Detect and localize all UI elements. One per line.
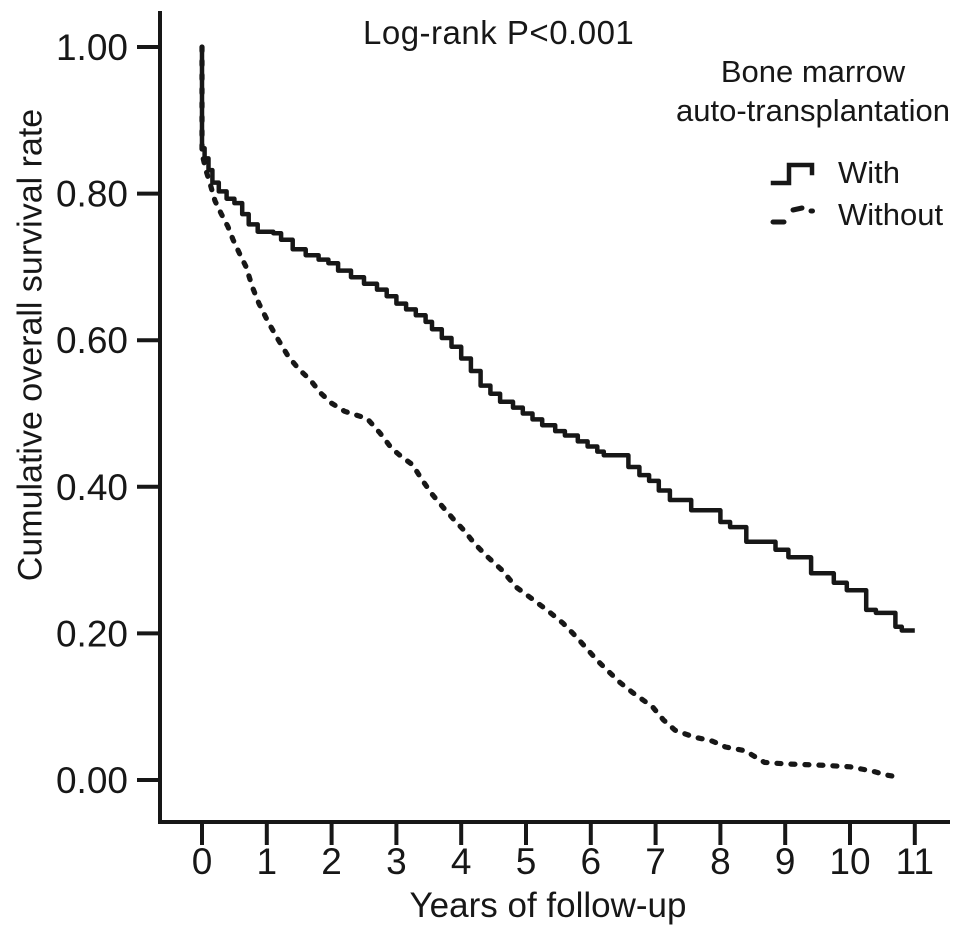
- y-tick-label: 0.60: [56, 320, 128, 361]
- legend-item-with: With: [770, 152, 943, 194]
- series-with-line: [199, 47, 915, 633]
- legend-label-without: Without: [838, 197, 944, 232]
- x-tick-label: 3: [386, 841, 407, 882]
- logrank-annotation: Log-rank P<0.001: [363, 14, 635, 51]
- x-tick-label: 6: [581, 841, 602, 882]
- legend-title: Bone marrow auto-transplantation: [662, 52, 964, 130]
- y-tick-label: 0.80: [56, 174, 128, 215]
- x-tick-label: 8: [710, 841, 731, 882]
- legend-item-without: Without: [770, 194, 943, 236]
- x-tick-label: 2: [321, 841, 342, 882]
- x-tick-label: 11: [896, 841, 934, 882]
- y-axis-label: Cumulative overall survival rate: [11, 108, 50, 582]
- legend: With Without: [770, 152, 943, 236]
- x-axis-label: Years of follow-up: [409, 886, 687, 925]
- legend-title-line1: Bone marrow: [720, 54, 906, 89]
- solid-step-line-icon: [770, 162, 815, 186]
- x-tick-label: 1: [257, 841, 278, 882]
- y-tick-label: 0.40: [56, 467, 128, 508]
- x-tick-label: 9: [775, 841, 796, 882]
- y-tick-label: 0.00: [56, 760, 128, 801]
- legend-label-with: With: [838, 155, 900, 190]
- y-tick-label: 0.20: [56, 613, 128, 654]
- legend-title-line2: auto-transplantation: [675, 93, 951, 129]
- x-tick-label: 7: [645, 841, 666, 882]
- x-tick-label: 4: [451, 841, 472, 882]
- x-tick-label: 10: [829, 841, 870, 882]
- y-tick-label: 1.00: [56, 27, 128, 68]
- axis-lines: [158, 11, 950, 824]
- series-without-line: [199, 44, 902, 780]
- x-tick-label: 0: [192, 841, 213, 882]
- x-tick-label: 5: [516, 841, 537, 882]
- dashed-line-icon: [770, 205, 815, 225]
